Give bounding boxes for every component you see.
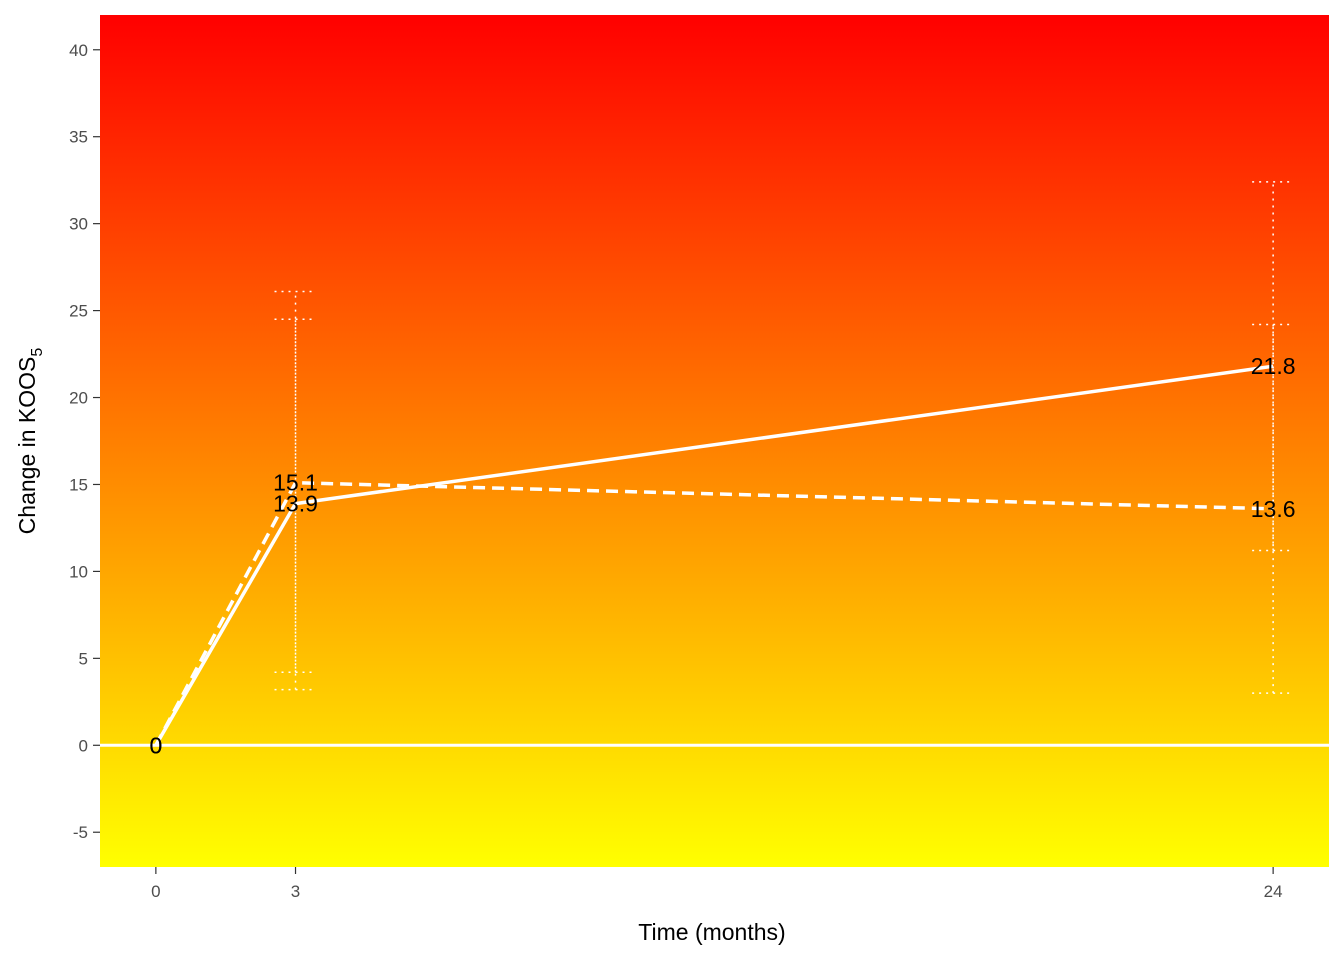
data-label: 15.1 [273,470,318,496]
y-axis-title: Change in KOOS5 [14,348,46,535]
data-label: 13.9 [273,491,318,517]
x-tick-label: 24 [1264,882,1283,901]
data-label: 13.6 [1251,496,1296,522]
y-tick-label: 0 [79,736,88,755]
data-label: 0 [149,732,162,758]
y-axis-title-subscript: 5 [29,348,46,357]
x-axis: 0 3 24 [151,867,1283,901]
series-line-dashed [154,480,1274,747]
y-axis: -5 0 5 10 15 20 25 30 35 40 [69,41,100,842]
plot-background [100,15,1329,867]
y-tick-label: -5 [73,823,88,842]
y-tick-label: 5 [79,649,88,668]
y-tick-label: 35 [69,128,88,147]
x-tick-label: 0 [151,882,160,901]
x-axis-title: Time (months) [638,919,785,945]
y-tick-label: 40 [69,41,88,60]
y-tick-label: 25 [69,302,88,321]
y-tick-label: 20 [69,389,88,408]
x-tick-label: 3 [291,882,300,901]
data-label: 0 [149,732,162,758]
y-tick-label: 30 [69,215,88,234]
data-label: 21.8 [1251,353,1296,379]
series-line-solid [154,364,1274,747]
y-tick-label: 10 [69,562,88,581]
series-lines [154,364,1274,747]
y-tick-label: 15 [69,475,88,494]
error-bars [274,181,1295,694]
y-axis-title-main: Change in KOOS [14,357,40,535]
